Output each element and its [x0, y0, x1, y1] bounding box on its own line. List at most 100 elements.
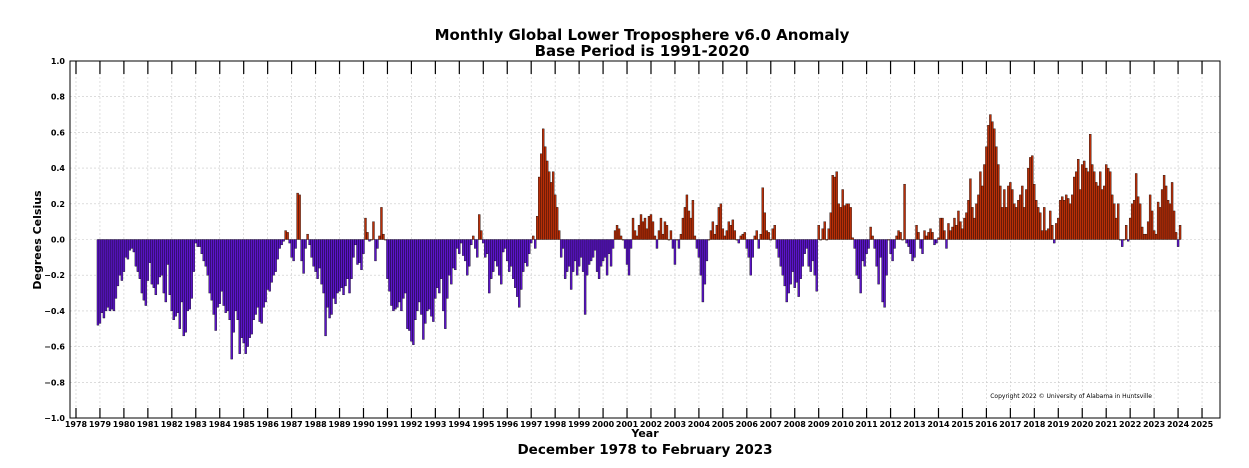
x-tick-label: 1980: [113, 420, 136, 429]
anomaly-bar: [352, 239, 355, 258]
x-tick-label: 1984: [209, 420, 232, 429]
anomaly-bar: [1049, 210, 1052, 240]
anomaly-bar: [837, 203, 840, 240]
anomaly-bar: [1136, 196, 1140, 240]
anomaly-bar: [450, 239, 453, 285]
anomaly-bar: [763, 212, 766, 240]
anomaly-bar: [512, 239, 515, 279]
anomaly-bar: [504, 239, 507, 249]
anomaly-bar: [545, 160, 549, 240]
anomaly-bar: [621, 239, 625, 241]
anomaly-bar: [1027, 167, 1030, 240]
anomaly-bar: [901, 239, 904, 241]
anomaly-bar: [1124, 225, 1128, 240]
anomaly-bar: [280, 239, 283, 246]
anomaly-bar: [941, 217, 944, 240]
anomaly-bar: [553, 194, 557, 240]
anomaly-bar: [260, 239, 263, 324]
anomaly-bar: [945, 239, 948, 249]
anomaly-bar: [398, 239, 401, 303]
anomaly-bar: [861, 239, 864, 262]
anomaly-bar: [1003, 189, 1006, 240]
anomaly-bar: [955, 225, 958, 240]
anomaly-bar: [671, 239, 675, 249]
anomaly-bar: [841, 189, 844, 240]
anomaly-bar: [571, 239, 575, 272]
anomaly-bar: [166, 239, 170, 265]
anomaly-bar: [140, 239, 144, 294]
anomaly-bar: [490, 239, 493, 279]
anomaly-bar: [416, 239, 419, 312]
anomaly-bar: [1061, 196, 1064, 240]
anomaly-bar: [599, 239, 603, 267]
anomaly-bar: [957, 210, 960, 240]
anomaly-bar: [835, 171, 838, 240]
anomaly-bar: [973, 217, 976, 240]
anomaly-bar: [338, 239, 341, 292]
y-tick-label: 0.4: [51, 164, 66, 173]
anomaly-bar: [454, 239, 457, 271]
anomaly-bar: [174, 239, 177, 317]
anomaly-bar: [647, 216, 651, 240]
anomaly-bar: [555, 207, 559, 240]
anomaly-bar: [190, 239, 193, 299]
anomaly-bar: [661, 233, 665, 240]
y-tick-labels: 1.0 0.8 0.6 0.4 0.2 0.0 −0.2 −0.4 −0.6 −0.8 −1.0: [44, 57, 65, 423]
anomaly-bar: [825, 239, 828, 241]
x-tick-label: 2011: [855, 420, 878, 429]
x-tick-label: 2013: [903, 420, 925, 429]
x-tick-label: 1997: [520, 420, 542, 429]
x-tick-label: 1993: [424, 420, 446, 429]
y-tick-label: 0.2: [51, 200, 65, 209]
anomaly-bar: [829, 212, 832, 240]
anomaly-bar: [538, 176, 541, 240]
anomaly-bar: [1107, 167, 1110, 240]
anomaly-bar: [703, 239, 707, 285]
anomaly-bar: [294, 239, 297, 249]
anomaly-bar: [931, 232, 934, 240]
x-tick-label: 2014: [927, 420, 950, 429]
anomaly-bar: [534, 239, 537, 249]
anomaly-bar: [779, 239, 782, 267]
anomaly-bar: [386, 239, 389, 279]
anomaly-bar: [412, 239, 415, 345]
anomaly-bar: [130, 239, 134, 249]
anomaly-bar: [110, 239, 114, 310]
anomaly-bar: [859, 239, 862, 294]
anomaly-bar: [342, 239, 345, 296]
anomaly-bar: [334, 239, 337, 304]
x-tick-label: 2025: [1191, 420, 1214, 429]
anomaly-bar: [965, 212, 968, 240]
anomaly-bar: [344, 239, 347, 287]
anomaly-bar: [1067, 198, 1070, 240]
anomaly-bar: [170, 239, 173, 312]
anomaly-bar: [406, 239, 409, 329]
anomaly-bar: [176, 239, 179, 313]
anomaly-bar: [216, 239, 219, 308]
anomaly-bar: [979, 171, 982, 240]
anomaly-bar: [995, 146, 998, 240]
anomaly-bar: [761, 187, 764, 240]
anomaly-bar: [518, 239, 521, 308]
anomaly-bar: [266, 239, 269, 290]
anomaly-bar: [496, 239, 499, 267]
anomaly-bar: [623, 239, 627, 249]
anomaly-bar: [551, 171, 555, 240]
anomaly-bar: [236, 239, 239, 320]
anomaly-bar: [162, 239, 166, 294]
anomaly-bar: [909, 239, 912, 254]
anomaly-bar: [1039, 212, 1042, 240]
anomaly-bar: [1043, 207, 1046, 240]
anomaly-bar: [1089, 134, 1092, 240]
x-tick-label: 2017: [999, 420, 1021, 429]
anomaly-bar: [456, 239, 459, 249]
anomaly-bar: [961, 228, 964, 240]
anomaly-bar: [789, 239, 792, 285]
anomaly-bar: [102, 239, 106, 319]
anomaly-bar: [927, 232, 930, 240]
anomaly-bar: [725, 230, 729, 240]
anomaly-bar: [178, 239, 181, 329]
anomaly-bar: [230, 239, 233, 360]
anomaly-bar: [1069, 203, 1072, 240]
